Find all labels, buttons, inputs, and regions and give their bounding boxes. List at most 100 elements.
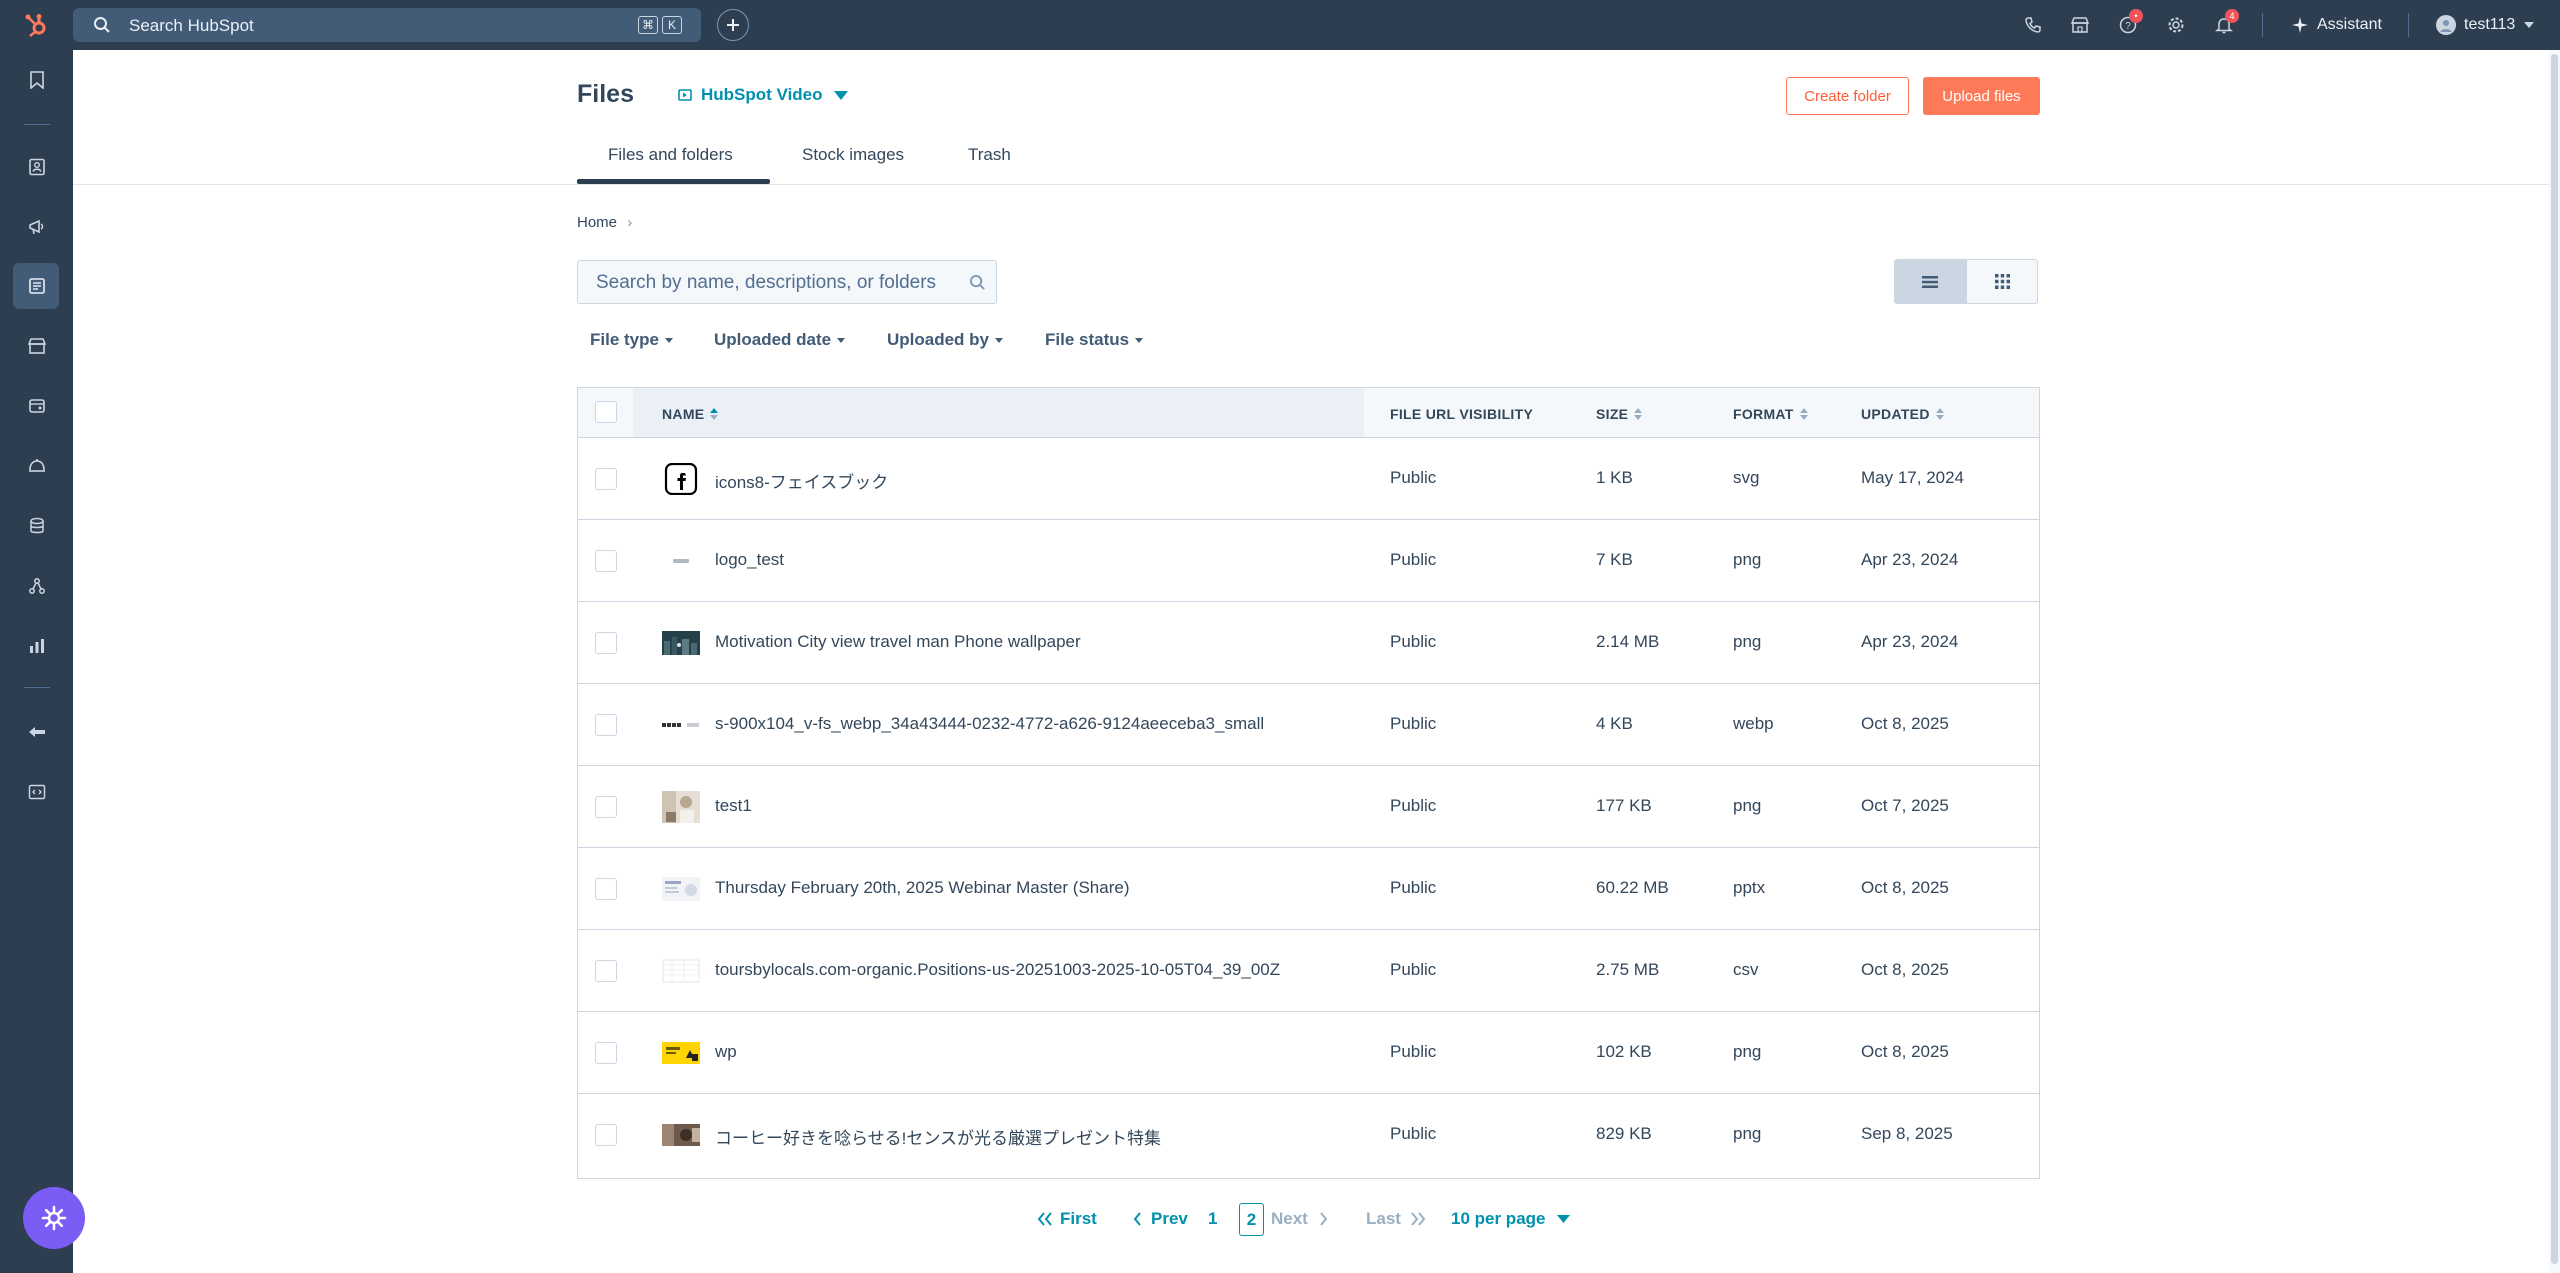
- sparkle-icon[interactable]: [2290, 15, 2310, 35]
- row-checkbox[interactable]: [595, 1042, 617, 1064]
- table-row[interactable]: icons8-フェイスブック Public 1 KB svg May 17, 2…: [578, 438, 2039, 520]
- pagination-next[interactable]: Next: [1271, 1209, 1330, 1229]
- search-icon[interactable]: [968, 273, 986, 291]
- dev-icon[interactable]: [24, 779, 50, 805]
- commerce-icon[interactable]: [24, 333, 50, 359]
- file-size: 829 KB: [1596, 1124, 1652, 1143]
- pagination-page-1[interactable]: 1: [1208, 1209, 1218, 1228]
- file-thumbnail-image: [662, 1119, 700, 1151]
- hubspot-video-dropdown[interactable]: HubSpot Video: [677, 85, 849, 105]
- table-row[interactable]: Motivation City view travel man Phone wa…: [578, 602, 2039, 684]
- sort-icon: [1935, 408, 1944, 420]
- file-format: png: [1733, 1042, 1762, 1061]
- sales-icon[interactable]: [24, 393, 50, 419]
- phone-icon[interactable]: [2023, 15, 2043, 35]
- row-checkbox[interactable]: [595, 632, 617, 654]
- table-row[interactable]: test1 Public 177 KB png Oct 7, 2025: [578, 766, 2039, 848]
- create-folder-button[interactable]: Create folder: [1786, 77, 1909, 115]
- tab-trash[interactable]: Trash: [968, 145, 1011, 164]
- file-name[interactable]: logo_test: [715, 550, 784, 569]
- table-row[interactable]: logo_test Public 7 KB png Apr 23, 2024: [578, 520, 2039, 602]
- filter-uploaded-date[interactable]: Uploaded date: [714, 330, 846, 350]
- file-updated: Oct 8, 2025: [1861, 878, 1949, 897]
- grid-view-button[interactable]: [1966, 259, 2038, 304]
- pagination-prev[interactable]: Prev: [1131, 1209, 1188, 1229]
- row-checkbox[interactable]: [595, 796, 617, 818]
- service-icon[interactable]: [24, 453, 50, 479]
- row-checkbox[interactable]: [595, 714, 617, 736]
- main-content: [73, 50, 2549, 1273]
- column-header-updated[interactable]: UPDATED: [1861, 406, 1944, 422]
- file-name[interactable]: test1: [715, 796, 752, 815]
- global-search-input[interactable]: Search HubSpot ⌘ K: [73, 8, 701, 42]
- bookmark-icon[interactable]: [24, 67, 50, 93]
- file-thumbnail-document: [662, 955, 700, 987]
- breadcrumb-home[interactable]: Home: [577, 214, 618, 231]
- table-row[interactable]: Thursday February 20th, 2025 Webinar Mas…: [578, 848, 2039, 930]
- filter-file-status[interactable]: File status: [1045, 330, 1144, 350]
- megaphone-icon[interactable]: [24, 214, 50, 240]
- tab-stock-images[interactable]: Stock images: [802, 145, 905, 164]
- caret-down-icon: [837, 337, 846, 343]
- avatar[interactable]: [2436, 15, 2456, 35]
- upload-files-button[interactable]: Upload files: [1923, 77, 2040, 115]
- file-name[interactable]: s-900x104_v-fs_webp_34a43444-0232-4772-a…: [715, 714, 1265, 733]
- table-row[interactable]: コーヒー好きを唸らせる!センスが光る厳選プレゼント特集 Public 829 K…: [578, 1094, 2039, 1176]
- select-all-checkbox[interactable]: [595, 401, 617, 423]
- table-row[interactable]: wp Public 102 KB png Oct 8, 2025: [578, 1012, 2039, 1094]
- assistant-label[interactable]: Assistant: [2317, 16, 2382, 33]
- file-visibility: Public: [1390, 796, 1437, 815]
- tab-files-and-folders[interactable]: Files and folders: [608, 145, 733, 164]
- files-search-input[interactable]: [596, 272, 946, 294]
- file-name[interactable]: コーヒー好きを唸らせる!センスが光る厳選プレゼント特集: [715, 1129, 1162, 1148]
- file-size: 102 KB: [1596, 1042, 1652, 1061]
- breeze-icon[interactable]: [24, 719, 50, 745]
- row-checkbox[interactable]: [595, 1124, 617, 1146]
- column-header-size[interactable]: SIZE: [1596, 406, 1643, 422]
- file-name[interactable]: toursbylocals.com-organic.Positions-us-2…: [715, 960, 1281, 979]
- table-row[interactable]: s-900x104_v-fs_webp_34a43444-0232-4772-a…: [578, 684, 2039, 766]
- user-name[interactable]: test113: [2464, 16, 2516, 33]
- file-name[interactable]: Thursday February 20th, 2025 Webinar Mas…: [715, 878, 1130, 897]
- hubspot-video-label: HubSpot Video: [701, 85, 823, 104]
- file-name[interactable]: Motivation City view travel man Phone wa…: [715, 632, 1081, 651]
- pagination-first[interactable]: First: [1036, 1209, 1097, 1229]
- bell-icon[interactable]: [2214, 15, 2234, 35]
- row-checkbox[interactable]: [595, 878, 617, 900]
- row-checkbox[interactable]: [595, 550, 617, 572]
- search-icon: [93, 16, 111, 34]
- filter-uploaded-by[interactable]: Uploaded by: [887, 330, 1004, 350]
- reports-icon[interactable]: [24, 633, 50, 659]
- file-name[interactable]: wp: [715, 1042, 737, 1061]
- row-checkbox[interactable]: [595, 468, 617, 490]
- row-checkbox[interactable]: [595, 960, 617, 982]
- file-visibility: Public: [1390, 550, 1437, 569]
- column-header-format[interactable]: FORMAT: [1733, 406, 1808, 422]
- content-icon[interactable]: [24, 273, 50, 299]
- data-icon[interactable]: [24, 513, 50, 539]
- chevron-down-icon: [833, 87, 849, 103]
- pagination-last[interactable]: Last: [1366, 1209, 1427, 1229]
- file-name[interactable]: icons8-フェイスブック: [715, 473, 889, 492]
- gear-icon[interactable]: [2166, 15, 2186, 35]
- filter-file-type[interactable]: File type: [590, 330, 673, 350]
- help-icon[interactable]: ?: [2118, 15, 2138, 35]
- marketplace-icon[interactable]: [2070, 15, 2090, 35]
- contacts-icon[interactable]: [24, 154, 50, 180]
- table-row[interactable]: toursbylocals.com-organic.Positions-us-2…: [578, 930, 2039, 1012]
- column-header-label: SIZE: [1596, 406, 1629, 422]
- list-view-button[interactable]: [1894, 259, 1966, 304]
- pagination-page-2[interactable]: 2: [1239, 1203, 1264, 1236]
- help-widget-button[interactable]: [23, 1187, 85, 1249]
- page-scrollbar-thumb[interactable]: [2551, 54, 2558, 1264]
- automation-icon[interactable]: [24, 573, 50, 599]
- hubspot-logo-icon[interactable]: [22, 11, 52, 41]
- list-view-icon: [1921, 273, 1939, 291]
- column-header-label: UPDATED: [1861, 406, 1930, 422]
- file-thumbnail-image: [662, 545, 700, 577]
- chevron-down-icon[interactable]: [2522, 18, 2536, 32]
- filter-label: Uploaded by: [887, 330, 990, 349]
- column-header-name[interactable]: NAME: [662, 406, 719, 422]
- per-page-dropdown[interactable]: 10 per page: [1451, 1209, 1572, 1229]
- plus-icon[interactable]: [717, 9, 749, 41]
